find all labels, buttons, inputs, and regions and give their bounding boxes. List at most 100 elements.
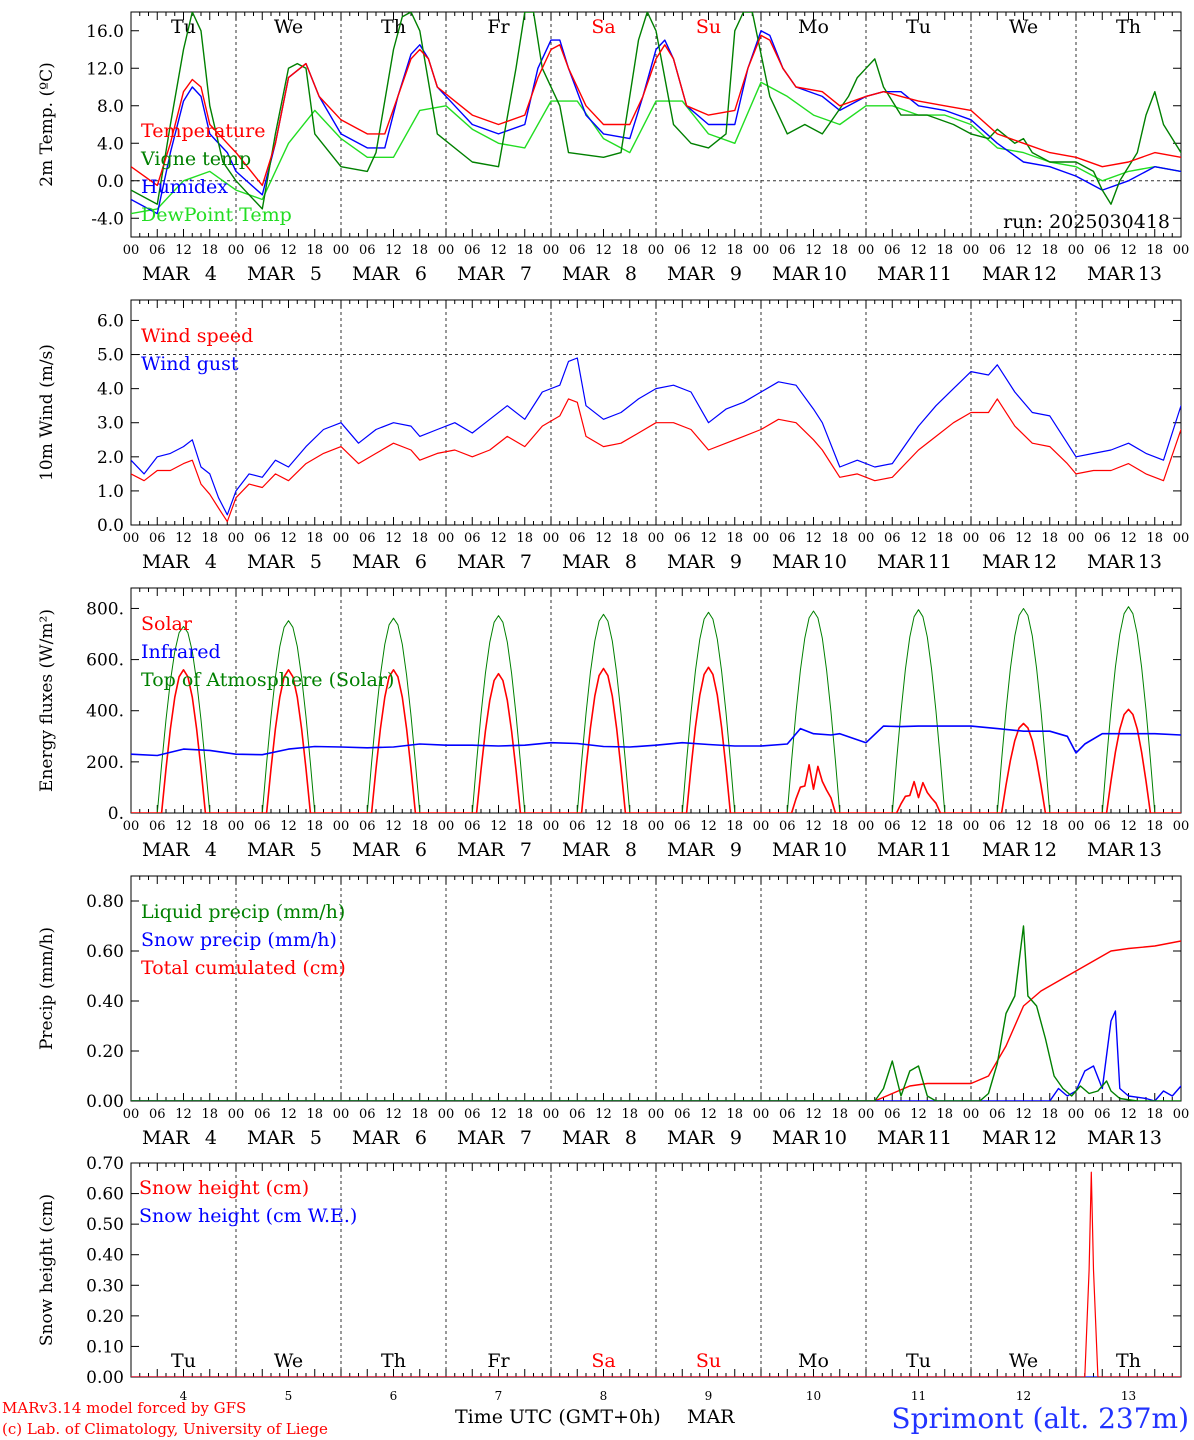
x-hour-label: 06: [674, 243, 691, 258]
x-month-label: MAR: [1087, 551, 1135, 573]
y-tick-label: 4.0: [97, 134, 124, 154]
x-hour-label: 00: [543, 1107, 560, 1122]
x-hour-label: 12: [1015, 1107, 1032, 1122]
series-line-snow-height-cm-: [131, 1171, 1181, 1377]
weekday-label: Fr: [487, 16, 510, 38]
x-hour-label: 18: [411, 243, 428, 258]
series-group: [131, 925, 1181, 1101]
x-hour-label: 18: [1041, 243, 1058, 258]
x-date-label: 6: [415, 1127, 427, 1149]
x-date-label: 7: [495, 1389, 503, 1403]
x-hour-label: 06: [1094, 243, 1111, 258]
x-month-label: MAR: [772, 263, 820, 285]
x-hour-label: 12: [1120, 1107, 1137, 1122]
x-date-label: 4: [205, 551, 217, 573]
x-month-label: MAR: [247, 263, 295, 285]
y-tick-label: 0.20: [86, 1042, 124, 1062]
series-line-infrared: [131, 725, 1181, 757]
y-tick-label: 0.0: [97, 516, 124, 536]
x-date-label: 8: [625, 1127, 637, 1149]
x-hour-label: 00: [333, 243, 350, 258]
x-month-label: MAR: [562, 551, 610, 573]
x-hour-label: 00: [333, 819, 350, 834]
weekday-label: Su: [696, 16, 721, 38]
x-date-label: 5: [310, 839, 322, 861]
panel-2: 6.0 5.0 4.0 3.0 2.0 1.0 0.0 10m Wind (m/s) 00 06 1…: [37, 299, 1189, 573]
x-hour-label: 06: [464, 1107, 481, 1122]
x-hour-label: 12: [700, 243, 717, 258]
x-hour-label: 06: [1094, 531, 1111, 546]
x-hour-label: 18: [831, 819, 848, 834]
x-hour-label: 12: [910, 243, 927, 258]
x-month-label: MAR: [457, 839, 505, 861]
x-month-label: MAR: [352, 551, 400, 573]
legend-entry: Liquid precip (mm/h): [141, 901, 345, 923]
x-month-label: MAR: [1087, 1127, 1135, 1149]
weekday-label: Th: [1116, 1350, 1141, 1372]
x-date-label: 11: [911, 1389, 926, 1403]
x-month-label: MAR: [352, 839, 400, 861]
x-date-label: 12: [1016, 1389, 1031, 1403]
x-hour-label: 12: [385, 243, 402, 258]
x-hour-label: 00: [438, 243, 455, 258]
x-hour-label: 18: [726, 1107, 743, 1122]
legend-entry: Humidex: [141, 176, 228, 198]
series-group: [131, 357, 1181, 523]
x-hour-label: 00: [963, 243, 980, 258]
y-tick-label: 5.0: [97, 346, 124, 366]
y-tick-label: 0.0: [97, 172, 124, 192]
x-hour-label: 06: [884, 1107, 901, 1122]
x-hour-label: 06: [674, 819, 691, 834]
x-hour-label: 12: [490, 531, 507, 546]
x-hour-label: 00: [1068, 1107, 1085, 1122]
x-date-label: 4: [180, 1389, 188, 1403]
x-month-label: MAR: [352, 263, 400, 285]
x-date-label: 4: [205, 263, 217, 285]
x-hour-label: 12: [280, 819, 297, 834]
x-hour-label: 12: [175, 243, 192, 258]
x-hour-label: 12: [1015, 531, 1032, 546]
x-month-label: MAR: [247, 551, 295, 573]
x-hour-label: 00: [858, 819, 875, 834]
y-tick-label: 0.40: [86, 1246, 124, 1266]
x-hour-label: 18: [936, 1107, 953, 1122]
legend-entry: Snow height (cm W.E.): [139, 1205, 357, 1227]
x-hour-label: 00: [963, 1107, 980, 1122]
x-date-label: 13: [1138, 1127, 1162, 1149]
x-month-label: MAR: [772, 1127, 820, 1149]
x-hour-label: 18: [621, 819, 638, 834]
x-date-label: 13: [1138, 839, 1162, 861]
weekday-label: Fr: [487, 1350, 510, 1372]
y-tick-label: 4.0: [97, 380, 124, 400]
legend-entry: Infrared: [141, 641, 221, 663]
x-date-label: 11: [928, 263, 952, 285]
x-date-label: 8: [600, 1389, 608, 1403]
x-hour-label: 18: [1041, 819, 1058, 834]
x-date-label: 5: [310, 551, 322, 573]
x-hour-label: 00: [123, 819, 140, 834]
legend-entry: Solar: [141, 613, 193, 635]
weekday-label: Tu: [906, 16, 931, 38]
series-line-dewpoint-temp: [131, 81, 1181, 215]
x-hour-label: 18: [1146, 531, 1163, 546]
x-hour-label: 06: [569, 531, 586, 546]
x-hour-label: 00: [648, 243, 665, 258]
footer-copyright-line: (c) Lab. of Climatology, University of L…: [2, 1420, 328, 1438]
x-month-label: MAR: [142, 551, 190, 573]
x-hour-label: 00: [123, 1107, 140, 1122]
x-hour-label: 06: [989, 1107, 1006, 1122]
x-month-label: MAR: [457, 263, 505, 285]
x-hour-label: 06: [254, 531, 271, 546]
y-tick-label: 0.60: [86, 1185, 124, 1205]
x-hour-label: 06: [674, 1107, 691, 1122]
x-date-label: 10: [823, 263, 847, 285]
x-month-label: MAR: [457, 1127, 505, 1149]
y-axis-title: 10m Wind (m/s): [37, 344, 57, 481]
y-tick-label: 600.: [86, 651, 124, 671]
x-hour-label: 18: [831, 1107, 848, 1122]
x-hour-label: 12: [910, 531, 927, 546]
location-title: Sprimont (alt. 237m): [891, 1402, 1189, 1435]
x-hour-label: 00: [228, 819, 245, 834]
series-line-wind-speed: [131, 398, 1181, 523]
